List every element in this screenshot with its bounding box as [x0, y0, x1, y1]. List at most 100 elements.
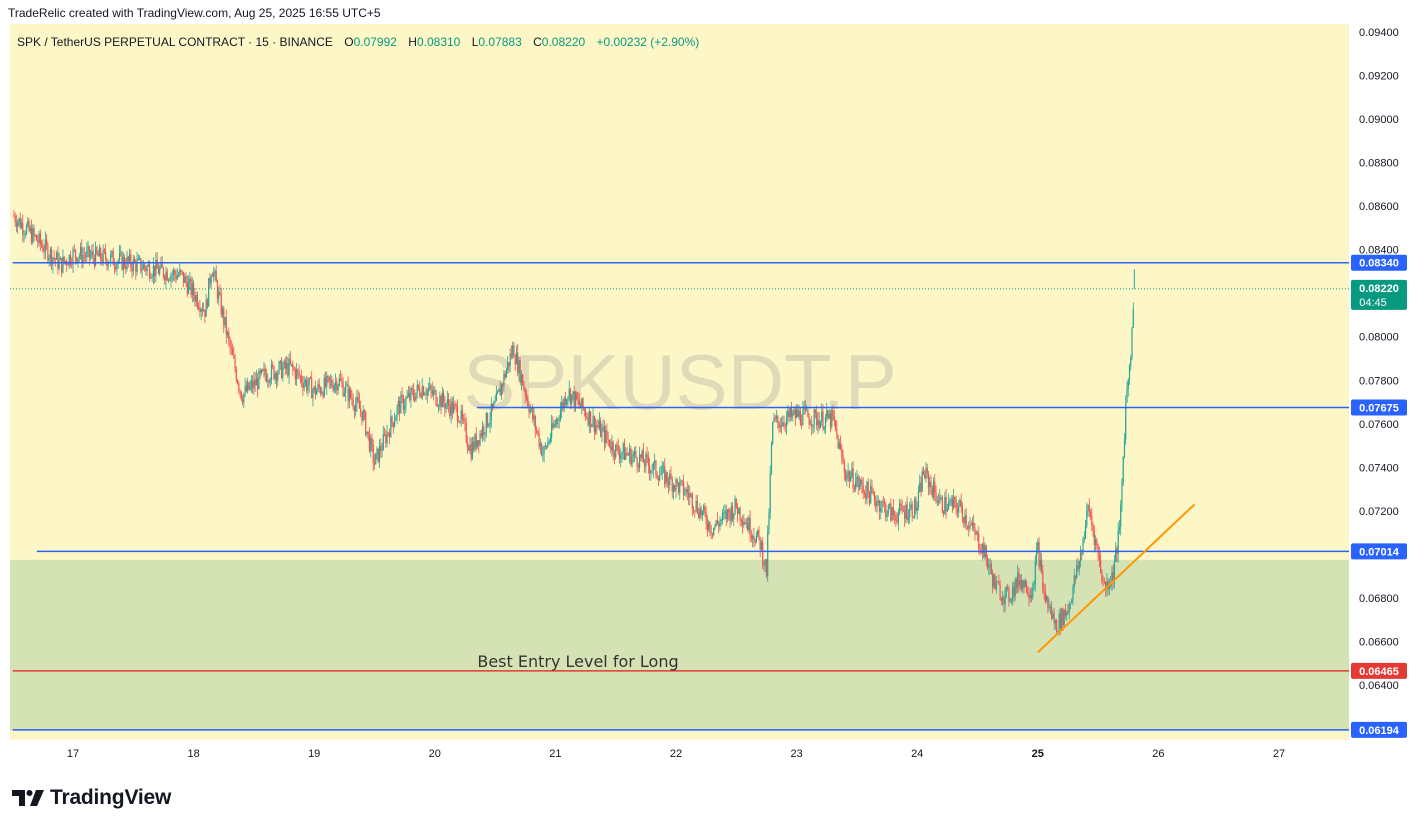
- candle-body: [404, 406, 406, 410]
- candle-body: [1064, 610, 1067, 616]
- candle-body: [273, 366, 275, 379]
- candle-body: [316, 390, 318, 395]
- candle-body: [792, 413, 794, 417]
- candle-body: [509, 353, 511, 367]
- price-level-tag: [1351, 399, 1407, 416]
- candle-body: [110, 254, 112, 262]
- candle-body: [1111, 572, 1113, 584]
- candle-body: [444, 402, 446, 409]
- candle-body: [1014, 579, 1016, 597]
- tradingview-logo[interactable]: TradingView: [12, 784, 171, 812]
- price-axis[interactable]: 0.09400 0.09200 0.09000 0.08800 0.08600 0.084…: [1349, 24, 1422, 740]
- candle-body: [182, 271, 185, 283]
- candle-body: [1071, 599, 1073, 604]
- candle-body: [909, 508, 911, 518]
- candle-body: [421, 386, 423, 398]
- candle-body: [475, 434, 477, 448]
- candle-body: [278, 362, 280, 374]
- trendline[interactable]: [1037, 503, 1196, 654]
- candle-body: [524, 389, 526, 396]
- candle-body: [1118, 527, 1121, 530]
- candle-body: [200, 309, 202, 312]
- candle-body: [542, 454, 544, 456]
- candle-body: [120, 252, 122, 254]
- candle-body: [1082, 538, 1084, 554]
- candle-body: [1132, 308, 1134, 328]
- candle-body: [377, 448, 379, 462]
- candle-body: [927, 473, 930, 488]
- candle-body: [643, 462, 646, 467]
- candle-body: [59, 257, 62, 260]
- candle-body: [886, 513, 888, 518]
- candle-body: [887, 505, 889, 514]
- current-price-countdown: 04:45: [1359, 297, 1387, 309]
- candle-body: [674, 485, 676, 491]
- candle-body: [569, 389, 572, 405]
- price-levels[interactable]: [12, 261, 1349, 731]
- candle-body: [280, 360, 283, 378]
- candle-body: [172, 270, 175, 275]
- candle-body: [459, 421, 461, 423]
- candle-body: [942, 511, 945, 515]
- candle-body: [203, 309, 205, 311]
- candle-body: [662, 466, 665, 467]
- candle-body: [135, 262, 137, 272]
- candle-body: [1078, 561, 1080, 569]
- candle-body: [44, 239, 46, 252]
- candle-body: [645, 454, 647, 467]
- candle-body: [498, 388, 500, 392]
- candle-body: [318, 384, 320, 389]
- candle-body: [920, 482, 922, 492]
- candle-body: [993, 575, 995, 587]
- candle-body: [948, 501, 950, 509]
- candle-body: [1047, 596, 1049, 608]
- candle-body: [147, 264, 149, 267]
- time-tick-label: 23: [790, 748, 802, 760]
- candle-body: [257, 378, 259, 390]
- candle-body: [415, 392, 417, 401]
- candle-body: [806, 409, 808, 411]
- candle-body: [154, 265, 156, 276]
- candle-body: [937, 501, 940, 503]
- candle-body: [767, 531, 769, 576]
- candle-body: [410, 388, 412, 400]
- candle-body: [525, 395, 528, 398]
- candle-body: [25, 225, 28, 234]
- candle-body: [595, 424, 597, 432]
- candle-body: [132, 259, 134, 272]
- candle-body: [57, 252, 59, 269]
- candle-body: [465, 422, 467, 442]
- time-tick-label: 18: [187, 748, 199, 760]
- candle-body: [319, 388, 322, 394]
- time-axis[interactable]: 17 18 19 20 21 22 23 24 25 26 27: [67, 748, 1285, 760]
- candle-body: [399, 400, 401, 414]
- candle-body: [484, 432, 486, 435]
- candle-body: [103, 249, 106, 252]
- candle-body: [672, 485, 675, 492]
- candle-body: [376, 448, 378, 454]
- candle-body: [343, 393, 345, 396]
- candle-body: [548, 441, 550, 443]
- candle-body: [861, 479, 863, 486]
- candle-body: [537, 431, 539, 434]
- candle-body: [131, 266, 133, 272]
- candle-body: [470, 444, 472, 459]
- candle-body: [867, 481, 869, 493]
- candle-body: [239, 390, 241, 392]
- candle-body: [896, 520, 898, 523]
- candle-body: [14, 216, 16, 223]
- candle-body: [719, 521, 721, 527]
- candle-body: [640, 454, 642, 459]
- candle-body: [74, 249, 77, 258]
- candle-body: [995, 581, 997, 590]
- candle-body: [588, 411, 590, 425]
- candle-body: [1121, 482, 1123, 505]
- candle-body: [427, 389, 430, 391]
- candle-body: [72, 249, 74, 265]
- candle-body: [1033, 584, 1035, 588]
- candle-body: [1010, 598, 1013, 601]
- candle-body: [1052, 613, 1054, 619]
- candle-body: [631, 456, 633, 465]
- candle-body: [843, 462, 845, 473]
